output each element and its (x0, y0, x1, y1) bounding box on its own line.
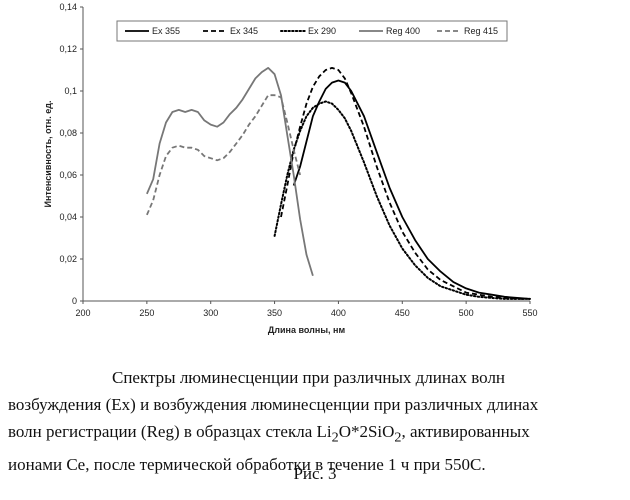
y-tick-label: 0,12 (59, 44, 77, 54)
legend-label: Ex 290 (308, 26, 336, 36)
figure-caption: Спектры люминесценции при различных длин… (8, 364, 620, 478)
x-tick-label: 250 (139, 308, 154, 318)
legend-label: Reg 415 (464, 26, 498, 36)
x-tick-label: 400 (331, 308, 346, 318)
y-axis-title: Интенсивность, отн. ед. (43, 101, 53, 208)
series-line-reg-400 (147, 68, 313, 276)
x-tick-label: 200 (75, 308, 90, 318)
caption-line-2: возбуждения (Ex) и возбуждения люминесце… (8, 391, 620, 418)
spectra-chart: 0 0,02 0,04 0,06 0,08 0,1 0,12 0,14 200 250 300 350… (0, 0, 630, 340)
x-tick-label: 300 (203, 308, 218, 318)
y-tick-label: 0,14 (59, 2, 77, 12)
series-line-ex-290 (275, 102, 530, 299)
x-tick-label: 450 (395, 308, 410, 318)
chart-series (147, 68, 530, 299)
legend-label: Reg 400 (386, 26, 420, 36)
x-axis-title: Длина волны, нм (268, 325, 346, 335)
x-tick-label: 500 (459, 308, 474, 318)
series-line-ex-355 (294, 81, 530, 299)
legend-label: Ex 355 (152, 26, 180, 36)
y-tick-label: 0,06 (59, 170, 77, 180)
y-tick-label: 0,04 (59, 212, 77, 222)
caption-line-3: волн регистрации (Reg) в образцах стекла… (8, 418, 620, 451)
caption-line-1: Спектры люминесценции при различных длин… (8, 364, 620, 391)
y-tick-label: 0,1 (64, 86, 77, 96)
x-tick-label: 550 (522, 308, 537, 318)
y-tick-label: 0,08 (59, 128, 77, 138)
figure-label: Рис. 3 (0, 464, 630, 484)
chart-legend: Ex 355 Ex 345 Ex 290 Reg 400 Reg 415 (117, 21, 507, 41)
series-line-reg-415 (147, 95, 300, 215)
x-tick-label: 350 (267, 308, 282, 318)
y-tick-label: 0,02 (59, 254, 77, 264)
y-tick-label: 0 (72, 296, 77, 306)
legend-label: Ex 345 (230, 26, 258, 36)
